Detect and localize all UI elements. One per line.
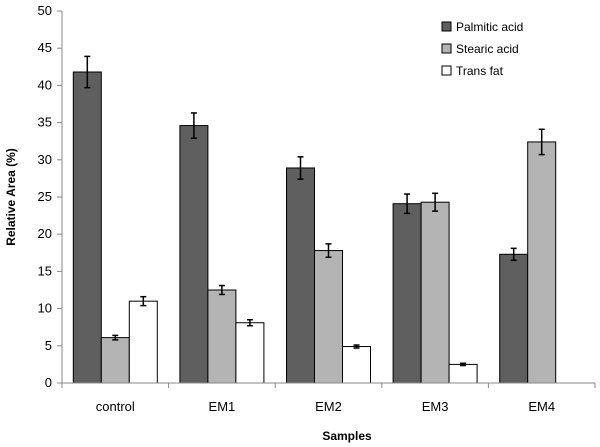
y-tick-label: 15 (38, 263, 52, 278)
bar-trans-fat-control (128, 300, 158, 384)
x-tick-label: EM3 (422, 399, 449, 414)
bar-palmitic-acid-em4 (499, 253, 529, 384)
legend-swatch (441, 21, 452, 32)
y-tick-label: 5 (45, 338, 52, 353)
bar-palmitic-acid-em2 (286, 167, 315, 384)
y-tick-label: 0 (45, 375, 52, 390)
error-bar-stearic-acid-em4 (538, 128, 545, 156)
y-tick-label: 10 (38, 301, 52, 316)
bar-stearic-acid-em3 (420, 201, 450, 384)
y-tick-label: 30 (38, 152, 52, 167)
error-bar-trans-fat-em2 (353, 344, 360, 349)
tick-labels-layer: 0 5 10 15 20 25 30 35 40 45 50 control EM1 EM2 EM3 EM4 (38, 3, 556, 414)
y-axis-title: Relative Area (%) (4, 148, 18, 246)
legend-item-palmitic-acid: Palmitic acid (441, 20, 523, 34)
bar-stearic-acid-em2 (314, 250, 343, 384)
x-axis-title: Samples (322, 429, 372, 443)
bar-trans-fat-em2 (342, 346, 371, 384)
bar-palmitic-acid-em1 (179, 125, 209, 384)
x-tick-label: EM4 (528, 399, 555, 414)
legend-swatch (441, 43, 452, 54)
bar-palmitic-acid-em3 (392, 203, 422, 384)
legend-label: Stearic acid (456, 42, 519, 56)
error-bar-trans-fat-em3 (460, 362, 467, 367)
error-bar-palmitic-acid-em3 (404, 193, 411, 215)
error-bar-stearic-acid-em2 (325, 243, 332, 259)
x-tick-label: EM1 (209, 399, 236, 414)
bar-palmitic-acid-control (72, 71, 102, 384)
legend-label: Palmitic acid (456, 20, 523, 34)
legend-label: Trans fat (456, 64, 504, 78)
legend-swatch (441, 65, 452, 76)
bar-stearic-acid-em4 (527, 141, 557, 384)
x-tick-label: EM2 (315, 399, 342, 414)
legend: Palmitic acid Stearic acid Trans fat (441, 20, 523, 78)
error-bar-stearic-acid-em3 (432, 192, 439, 212)
error-bar-stearic-acid-control (112, 334, 119, 341)
y-tick-label: 20 (38, 226, 52, 241)
bars-layer (72, 71, 557, 384)
bar-trans-fat-em1 (235, 322, 265, 384)
error-bar-palmitic-acid-em2 (297, 156, 304, 180)
y-tick-label: 35 (38, 115, 52, 130)
y-tick-label: 45 (38, 40, 52, 55)
error-bar-trans-fat-control (140, 295, 147, 307)
error-bar-palmitic-acid-em1 (190, 112, 197, 139)
legend-item-stearic-acid: Stearic acid (441, 42, 519, 56)
bar-stearic-acid-control (100, 337, 130, 384)
error-bar-palmitic-acid-em4 (510, 247, 517, 261)
y-tick-label: 40 (38, 77, 52, 92)
y-tick-label: 25 (38, 189, 52, 204)
error-bar-stearic-acid-em1 (218, 284, 225, 296)
error-bar-trans-fat-em1 (246, 319, 253, 327)
bar-trans-fat-em3 (448, 363, 478, 384)
error-bars-layer (84, 55, 545, 367)
y-tick-label: 50 (38, 3, 52, 18)
error-bar-palmitic-acid-control (84, 55, 91, 89)
x-tick-label: control (96, 399, 135, 414)
legend-item-trans-fat: Trans fat (441, 64, 504, 78)
axes-layer (57, 10, 596, 388)
bar-stearic-acid-em1 (207, 289, 237, 384)
